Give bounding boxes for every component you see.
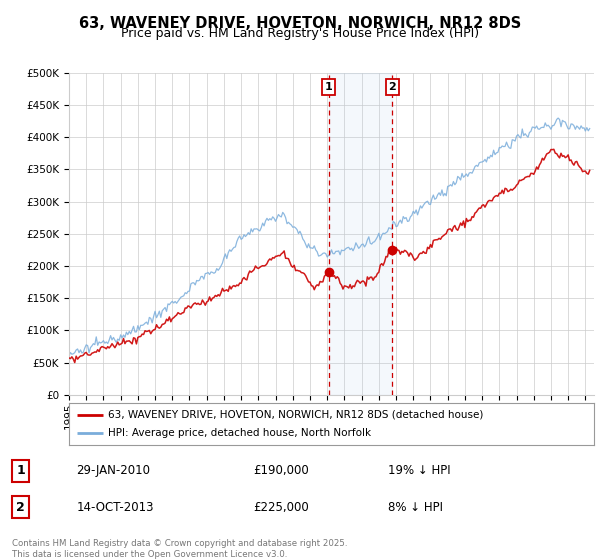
Text: 63, WAVENEY DRIVE, HOVETON, NORWICH, NR12 8DS: 63, WAVENEY DRIVE, HOVETON, NORWICH, NR1… xyxy=(79,16,521,31)
Text: £225,000: £225,000 xyxy=(253,501,309,514)
Text: 1: 1 xyxy=(325,82,332,92)
Text: 14-OCT-2013: 14-OCT-2013 xyxy=(77,501,154,514)
Text: 29-JAN-2010: 29-JAN-2010 xyxy=(77,464,151,478)
Text: 63, WAVENEY DRIVE, HOVETON, NORWICH, NR12 8DS (detached house): 63, WAVENEY DRIVE, HOVETON, NORWICH, NR1… xyxy=(109,410,484,420)
Text: Price paid vs. HM Land Registry's House Price Index (HPI): Price paid vs. HM Land Registry's House … xyxy=(121,27,479,40)
Text: 2: 2 xyxy=(16,501,25,514)
Text: 2: 2 xyxy=(389,82,397,92)
Bar xyxy=(329,73,392,395)
Text: 1: 1 xyxy=(16,464,25,478)
Text: £190,000: £190,000 xyxy=(253,464,309,478)
Text: 8% ↓ HPI: 8% ↓ HPI xyxy=(388,501,443,514)
Text: HPI: Average price, detached house, North Norfolk: HPI: Average price, detached house, Nort… xyxy=(109,428,371,438)
Text: Contains HM Land Registry data © Crown copyright and database right 2025.
This d: Contains HM Land Registry data © Crown c… xyxy=(12,539,347,559)
Text: 19% ↓ HPI: 19% ↓ HPI xyxy=(388,464,451,478)
